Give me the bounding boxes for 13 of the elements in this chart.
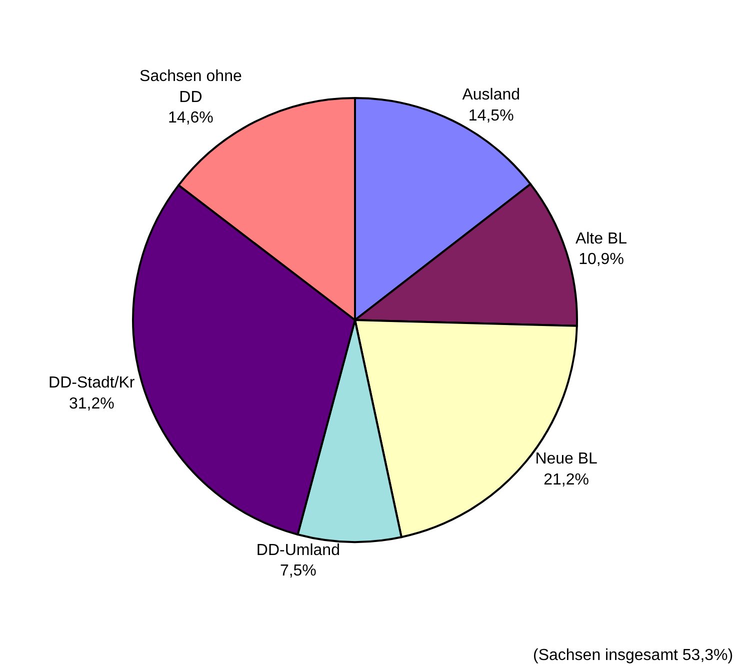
text: (Sachsen insgesamt 53,3%): [533, 647, 734, 664]
slice-label: Neue BL: [535, 450, 598, 468]
data-label: 14,6%: [168, 110, 214, 127]
data-label: 31,2%: [68, 396, 114, 413]
slice-label: Ausland: [462, 86, 520, 104]
data-label: 10,9%: [578, 251, 624, 268]
slice-label: Sachsen ohne DD: [140, 68, 242, 106]
data-label: 14,5%: [468, 107, 514, 124]
slice-label: DD-Stadt/Kr: [48, 374, 136, 392]
data-label: 21,2%: [544, 472, 590, 489]
slice-label: Alte BL: [575, 230, 628, 248]
data-label: 7,5%: [280, 562, 316, 580]
slice-label: DD-Umland: [256, 542, 340, 559]
